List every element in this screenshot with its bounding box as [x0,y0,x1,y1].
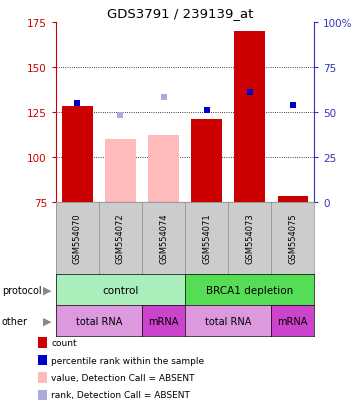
Text: GSM554070: GSM554070 [73,213,82,264]
Text: mRNA: mRNA [148,316,179,326]
Bar [278,197,308,202]
Bar [105,140,135,202]
Text: GSM554074: GSM554074 [159,213,168,264]
Text: ▶: ▶ [43,316,51,326]
Text: rank, Detection Call = ABSENT: rank, Detection Call = ABSENT [51,390,190,399]
Bar [62,107,92,202]
Text: GSM554072: GSM554072 [116,213,125,264]
Text: mRNA: mRNA [277,316,308,326]
Text: BRCA1 depletion: BRCA1 depletion [206,285,293,295]
Text: value, Detection Call = ABSENT: value, Detection Call = ABSENT [51,373,195,382]
Text: other: other [2,316,28,326]
Text: total RNA: total RNA [76,316,122,326]
Bar [148,136,179,202]
Text: GSM554073: GSM554073 [245,213,254,264]
Text: protocol: protocol [2,285,42,295]
Bar [235,32,265,202]
Text: GSM554075: GSM554075 [288,213,297,264]
Text: total RNA: total RNA [205,316,251,326]
Text: GSM554071: GSM554071 [202,213,211,264]
Bar [191,120,222,202]
Text: control: control [102,285,139,295]
Text: GDS3791 / 239139_at: GDS3791 / 239139_at [107,7,254,20]
Text: ▶: ▶ [43,285,51,295]
Text: count: count [51,338,77,347]
Text: percentile rank within the sample: percentile rank within the sample [51,356,204,365]
